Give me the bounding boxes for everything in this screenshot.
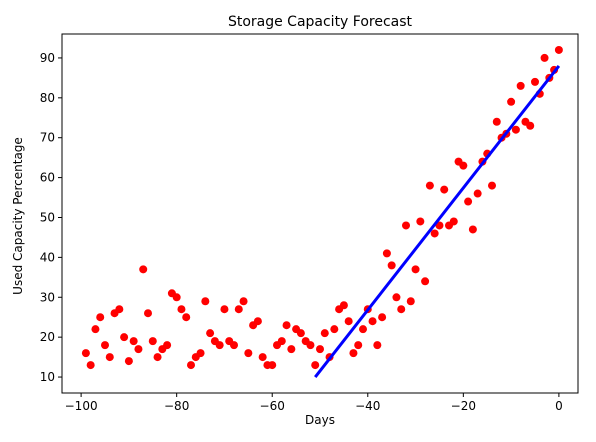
data-point — [182, 313, 191, 322]
data-point — [139, 265, 148, 274]
data-point — [368, 317, 377, 326]
data-point — [153, 353, 162, 362]
data-point — [387, 261, 396, 270]
y-axis-title: Used Capacity Percentage — [11, 137, 25, 295]
data-point — [134, 345, 143, 354]
y-tick-label: 80 — [40, 91, 55, 105]
data-point — [464, 197, 473, 206]
x-tick-label: −60 — [260, 399, 285, 413]
data-point — [101, 341, 109, 350]
data-point — [268, 361, 277, 370]
x-tick-label: 0 — [555, 399, 563, 413]
data-point — [163, 341, 172, 350]
data-point — [115, 305, 124, 314]
data-point — [120, 333, 129, 342]
data-point — [296, 329, 305, 338]
data-point — [392, 293, 401, 302]
data-point — [421, 277, 430, 286]
data-point — [540, 53, 549, 62]
data-point — [406, 297, 415, 306]
data-point — [306, 341, 315, 350]
data-point — [378, 313, 387, 322]
data-point — [330, 325, 339, 334]
data-point — [91, 325, 100, 334]
data-point — [382, 249, 391, 258]
x-axis-title: Days — [305, 413, 335, 427]
data-point — [287, 345, 296, 354]
data-point — [172, 293, 181, 302]
y-tick-label: 90 — [40, 51, 55, 65]
data-point — [488, 181, 496, 190]
data-point — [206, 329, 215, 338]
trend-line — [314, 64, 561, 378]
data-point — [220, 305, 229, 314]
data-point — [416, 217, 425, 226]
data-point — [244, 349, 253, 358]
data-point — [526, 121, 535, 130]
data-point — [282, 321, 291, 330]
data-point — [144, 309, 152, 318]
data-point — [320, 329, 329, 338]
data-point — [397, 305, 406, 314]
data-point — [96, 313, 105, 322]
data-point — [234, 305, 243, 314]
data-point — [253, 317, 262, 326]
y-tick-label: 30 — [40, 290, 55, 304]
y-tick-label: 40 — [40, 250, 55, 264]
x-tick-label: −100 — [65, 399, 98, 413]
data-point — [425, 181, 434, 190]
data-point — [344, 317, 353, 326]
plot-frame — [61, 33, 579, 394]
data-point — [516, 81, 525, 90]
data-point — [124, 357, 133, 366]
data-point — [148, 337, 157, 346]
x-tick-label: −80 — [164, 399, 189, 413]
data-point — [359, 325, 367, 334]
data-point — [86, 361, 95, 370]
data-point — [129, 337, 138, 346]
data-point — [435, 221, 444, 230]
data-point — [349, 349, 358, 358]
data-point — [373, 341, 382, 350]
data-point — [239, 297, 248, 306]
data-point — [492, 117, 501, 126]
chart-title: Storage Capacity Forecast — [228, 14, 413, 30]
data-point — [468, 225, 477, 234]
data-point — [554, 45, 563, 54]
data-point — [459, 161, 468, 170]
data-point — [311, 361, 320, 370]
data-point — [258, 353, 267, 362]
data-point — [449, 217, 458, 226]
data-point — [177, 305, 186, 314]
data-point — [411, 265, 420, 274]
y-tick-label: 20 — [40, 330, 55, 344]
data-point — [531, 77, 539, 86]
x-tick-label: −20 — [451, 399, 476, 413]
data-point — [440, 185, 449, 194]
y-tick-label: 70 — [40, 131, 55, 145]
y-tick-label: 60 — [40, 171, 55, 185]
data-point — [230, 341, 238, 350]
data-point — [402, 221, 410, 230]
x-tick-label: −40 — [355, 399, 380, 413]
y-tick-label: 10 — [40, 370, 55, 384]
data-point — [105, 353, 114, 362]
data-point — [187, 361, 195, 370]
data-point — [81, 349, 90, 358]
data-point — [201, 297, 210, 306]
data-point — [511, 125, 520, 134]
data-point — [316, 345, 324, 354]
data-point — [354, 341, 363, 350]
data-point — [473, 189, 482, 198]
data-point — [430, 229, 439, 238]
plot-area: −100 −80 −60 −40 −20 0 10 20 30 40 50 60 70 80 90 — [40, 33, 579, 413]
data-point — [507, 97, 516, 106]
data-point — [339, 301, 348, 310]
data-point — [277, 337, 286, 346]
data-point — [196, 349, 205, 358]
y-tick-label: 50 — [40, 210, 55, 224]
data-point — [215, 341, 224, 350]
